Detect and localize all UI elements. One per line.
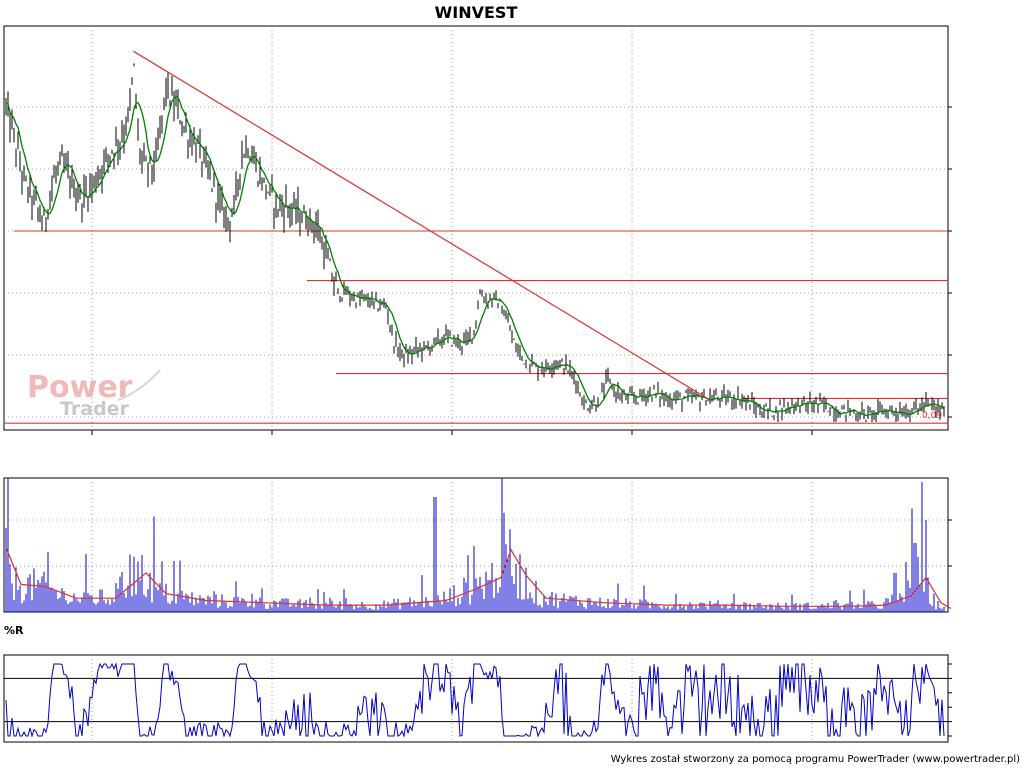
volume-y-axis xyxy=(948,519,952,567)
footer-credit: Wykres został stworzony za pomocą progra… xyxy=(611,754,1020,765)
price-y-axis xyxy=(948,106,952,418)
price-level-lines xyxy=(4,230,948,424)
williams-r-y-axis xyxy=(948,663,952,737)
price-panel: 0,09 xyxy=(3,25,952,435)
logo-swoosh-icon xyxy=(117,369,161,401)
williams-r-frame xyxy=(3,654,949,743)
williams-r-line xyxy=(5,662,945,738)
price-moving-average xyxy=(5,95,945,417)
volume-moving-average xyxy=(5,547,952,610)
price-grid xyxy=(4,26,948,430)
powertrader-logo: Power Trader xyxy=(27,369,161,420)
price-candles xyxy=(5,63,945,422)
williams-r-label: %R xyxy=(4,624,24,637)
chart-title: WINVEST xyxy=(435,3,518,22)
volume-panel xyxy=(3,477,952,613)
volume-bars xyxy=(5,478,945,612)
williams-r-panel: %R xyxy=(3,624,952,743)
logo-trader-text: Trader xyxy=(60,398,130,420)
price-trend-line xyxy=(133,50,708,399)
last-value-label: 0,09 xyxy=(922,411,942,421)
volume-grid xyxy=(4,478,948,612)
logo-power-text: Power xyxy=(27,370,133,405)
price-panel-frame xyxy=(3,25,949,431)
williams-r-grid xyxy=(91,655,813,742)
price-x-axis xyxy=(91,430,813,435)
